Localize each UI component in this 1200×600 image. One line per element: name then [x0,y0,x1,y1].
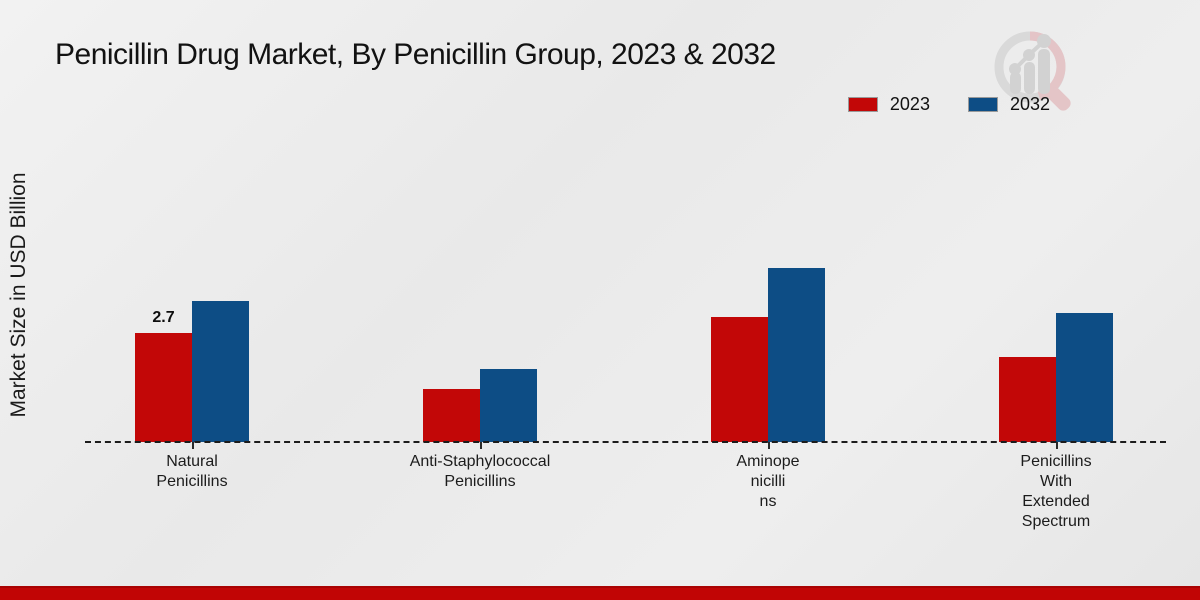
footer-accent-bar [0,586,1200,600]
magnifier-bar-chart-logo-icon [994,31,1071,111]
axis-tick [192,442,194,449]
bar-group [336,0,624,449]
category-labels-row: Natural Penicillins Anti-Staphylococcal P… [48,452,1200,532]
axis-tick [1056,442,1058,449]
legend-label-2023: 2023 [889,94,930,114]
bar-2023-1 [423,389,480,442]
bar-group [624,0,912,449]
legend: 2023 2032 [847,94,1050,115]
bar-group [912,0,1200,449]
chart-title: Penicillin Drug Market, By Penicillin Gr… [55,38,776,71]
y-axis-label: Market Size in USD Billion [7,172,30,418]
bar-2032-0 [192,301,249,442]
legend-swatch-2032 [967,97,998,112]
bar-2023-2 [711,317,768,442]
legend-swatch-2023 [847,97,878,112]
axis-tick [480,442,482,449]
legend-item-2032: 2032 [967,94,1050,115]
category-label-1: Anti-Staphylococcal Penicillins [409,453,551,490]
category-label-0: Natural Penicillins [156,453,228,490]
bar-value-label: 2.7 [152,309,175,326]
x-axis-baseline [85,441,1166,443]
category-label-2: Aminope nicilli ns [736,453,800,510]
legend-item-2023: 2023 [847,94,930,115]
bar-2032-1 [480,369,537,442]
legend-label-2032: 2032 [1009,94,1050,114]
bar-group: 2.7 [48,0,336,449]
category-label-3: Penicillins With Extended Spectrum [1020,453,1092,530]
bar-2023-0: 2.7 [135,309,192,442]
bar-2032-2 [768,268,825,442]
plot-area: 2.7 [48,0,1200,449]
bar-2032-3 [1056,313,1113,442]
axis-tick [768,442,770,449]
bar-2023-3 [999,357,1056,442]
